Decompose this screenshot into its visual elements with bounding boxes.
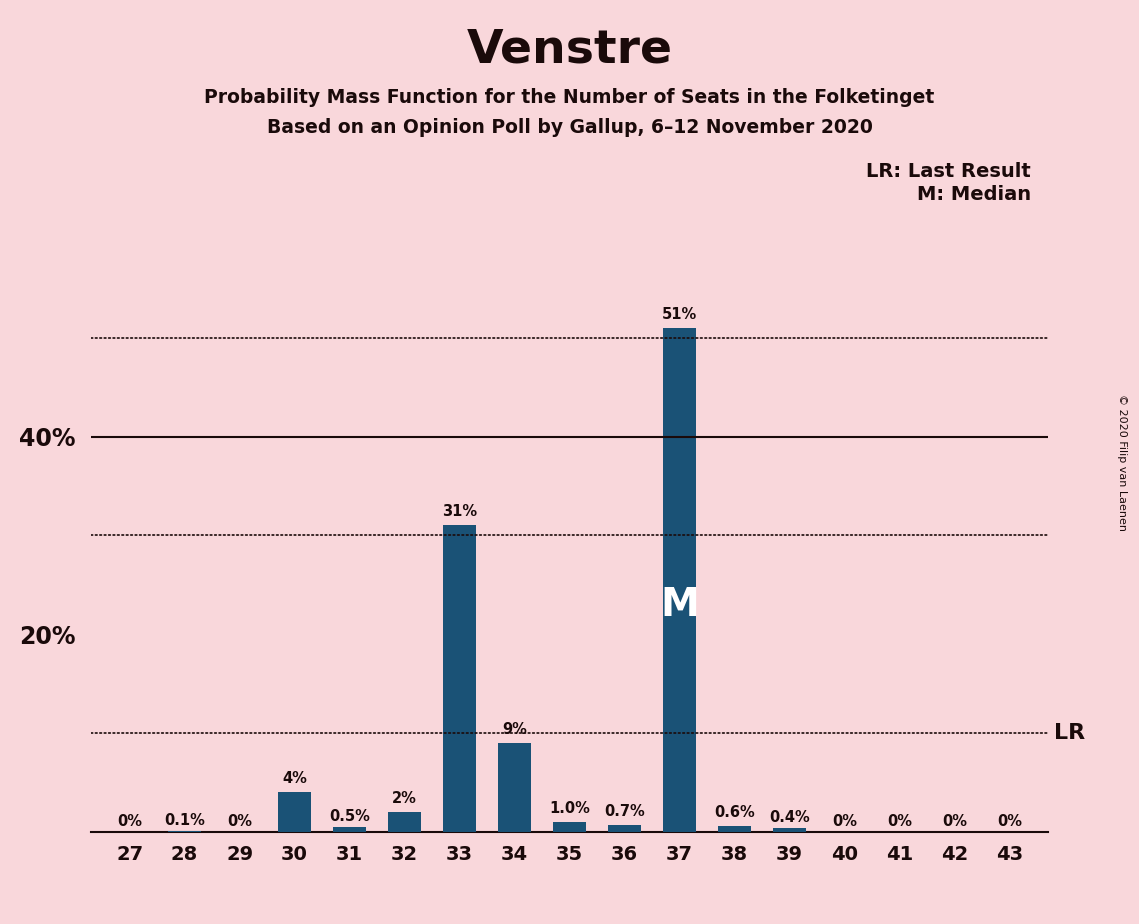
Bar [169,831,202,832]
Bar [663,328,696,832]
Text: 1.0%: 1.0% [549,801,590,816]
Bar [608,825,641,832]
Bar [388,812,421,832]
Text: 0.1%: 0.1% [164,812,205,828]
Text: 0.5%: 0.5% [329,808,370,823]
Text: 0%: 0% [997,814,1022,829]
Text: 9%: 9% [502,722,527,736]
Bar [498,743,531,832]
Bar [773,828,806,832]
Text: 0.6%: 0.6% [714,805,755,820]
Text: 4%: 4% [282,772,308,786]
Text: Based on an Opinion Poll by Gallup, 6–12 November 2020: Based on an Opinion Poll by Gallup, 6–12… [267,118,872,138]
Text: Venstre: Venstre [467,28,672,73]
Text: 0%: 0% [831,814,857,829]
Text: 0.7%: 0.7% [604,804,645,819]
Text: 0%: 0% [942,814,967,829]
Bar [278,792,311,832]
Bar [554,821,585,832]
Text: LR: LR [1054,723,1084,743]
Text: LR: Last Result: LR: Last Result [866,162,1031,181]
Text: M: Median: M: Median [917,185,1031,204]
Text: 0%: 0% [117,814,142,829]
Text: 2%: 2% [392,791,417,806]
Text: 0%: 0% [227,814,252,829]
Bar [718,826,751,832]
Text: M: M [661,586,699,624]
Bar [443,526,476,832]
Text: Probability Mass Function for the Number of Seats in the Folketinget: Probability Mass Function for the Number… [204,88,935,107]
Text: 0%: 0% [887,814,912,829]
Text: 31%: 31% [442,505,477,519]
Bar [333,827,366,832]
Text: 0.4%: 0.4% [769,809,810,825]
Text: © 2020 Filip van Laenen: © 2020 Filip van Laenen [1117,394,1126,530]
Text: 51%: 51% [662,307,697,322]
